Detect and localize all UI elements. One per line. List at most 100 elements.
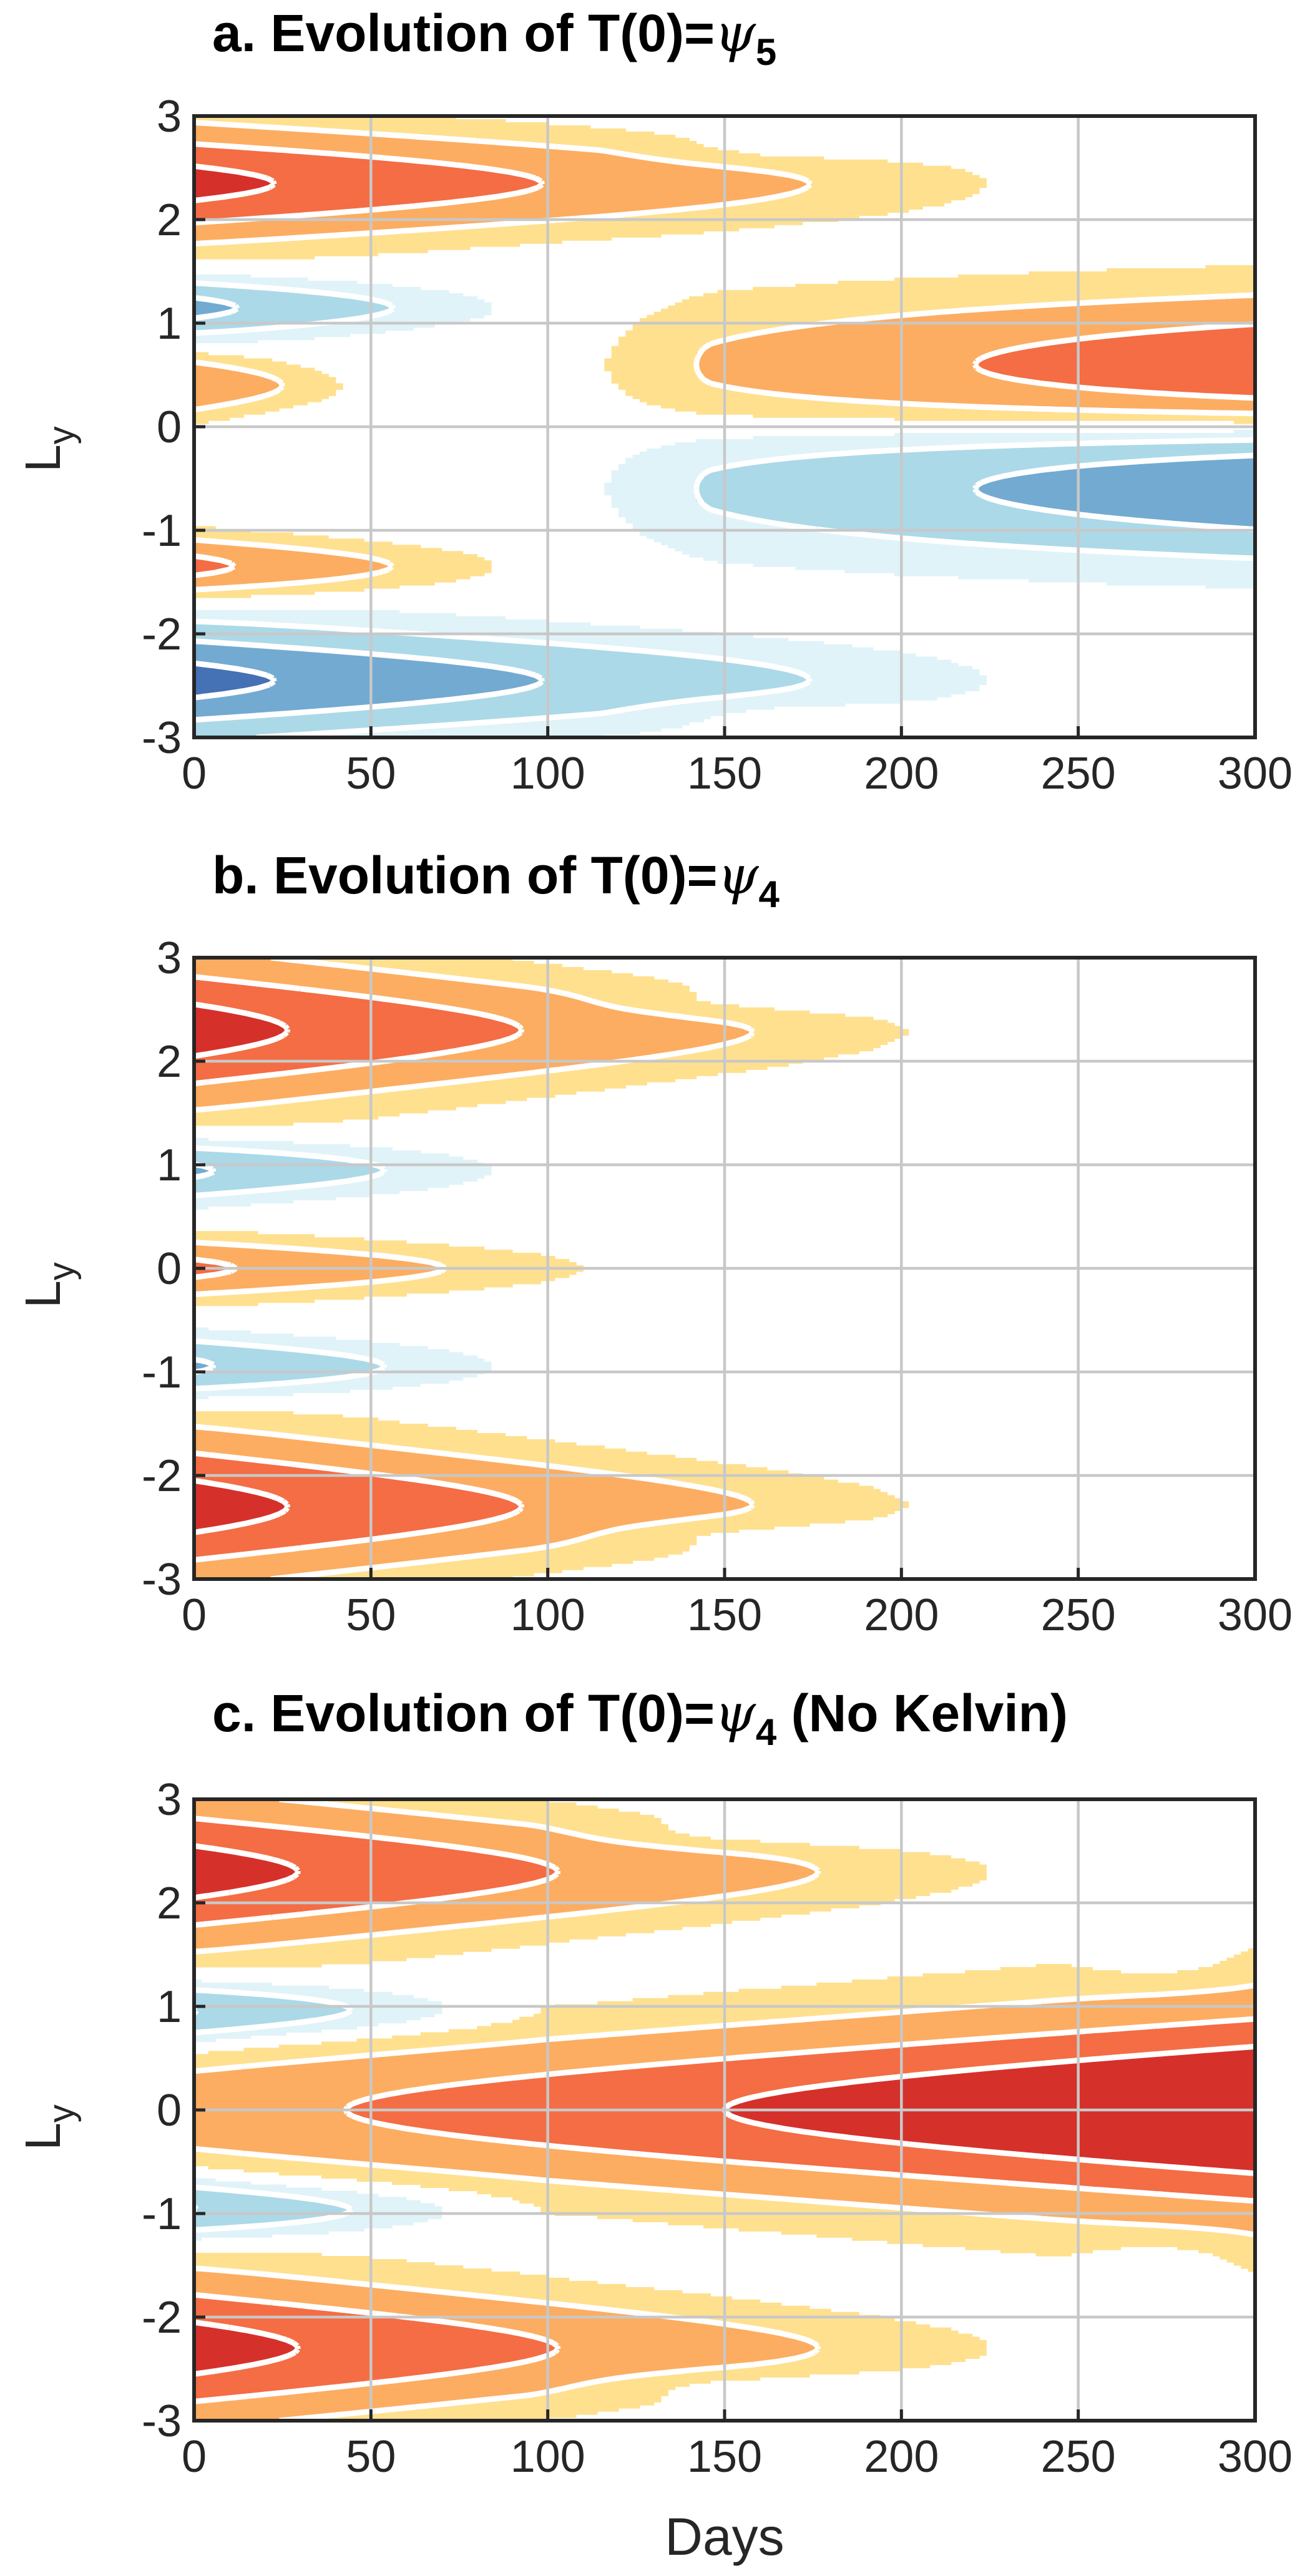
heatmap-cell xyxy=(703,504,1022,508)
heatmap-cell xyxy=(201,1529,435,1533)
heatmap-cell xyxy=(194,1197,336,1201)
heatmap-cell xyxy=(1248,1948,1256,1952)
heatmap-cell xyxy=(413,1532,598,1536)
heatmap-cell xyxy=(194,1085,414,1089)
heatmap-cell xyxy=(201,1259,421,1263)
heatmap-cell xyxy=(1022,346,1256,350)
heatmap-cell xyxy=(540,2010,902,2015)
heatmap-cell xyxy=(229,168,499,173)
heatmap-cell xyxy=(194,1457,252,1462)
heatmap-cell xyxy=(760,2162,1135,2167)
heatmap-cell xyxy=(194,1507,286,1512)
heatmap-cell xyxy=(194,638,499,642)
heatmap-cell xyxy=(194,532,294,536)
contour-line xyxy=(193,1815,1256,2404)
heatmap-cell xyxy=(731,1492,888,1496)
heatmap-cell xyxy=(647,448,902,452)
heatmap-cell xyxy=(194,2010,350,2015)
heatmap-cell xyxy=(194,1510,280,1515)
heatmap-cell xyxy=(1113,517,1256,520)
heatmap-cell xyxy=(774,2330,959,2335)
heatmap-cell xyxy=(194,200,456,204)
heatmap-cell xyxy=(286,1504,520,1509)
heatmap-cell xyxy=(194,1923,471,1927)
heatmap-cell xyxy=(194,1836,386,1840)
heatmap-cell xyxy=(194,383,280,387)
y-tick-label: 2 xyxy=(157,1037,182,1087)
heatmap-cell xyxy=(279,1510,520,1515)
heatmap-cell xyxy=(229,402,308,406)
heatmap-cell xyxy=(194,221,513,225)
heatmap-cell xyxy=(505,2396,662,2399)
heatmap-cell xyxy=(887,2240,1256,2244)
heatmap-cell xyxy=(250,2190,358,2195)
heatmap-cell xyxy=(243,2169,435,2173)
heatmap-cell xyxy=(428,725,683,729)
heatmap-cell xyxy=(194,681,273,685)
heatmap-cell xyxy=(194,2237,202,2241)
heatmap-cell xyxy=(194,1097,301,1101)
heatmap-cell xyxy=(406,1476,640,1480)
heatmap-cell xyxy=(349,1936,598,1940)
heatmap-cell xyxy=(222,2368,485,2371)
heatmap-cell xyxy=(696,485,980,490)
heatmap-cell xyxy=(696,488,980,493)
heatmap-cell xyxy=(696,364,980,368)
heatmap-cell xyxy=(413,1085,626,1089)
heatmap-cell xyxy=(194,538,364,542)
heatmap-cell xyxy=(611,473,704,477)
heatmap-cell xyxy=(696,1849,902,1853)
heatmap-cell xyxy=(194,1560,421,1564)
heatmap-cell xyxy=(194,1237,364,1241)
heatmap-cell xyxy=(222,1526,449,1530)
heatmap-cell xyxy=(399,2051,803,2054)
heatmap-cell xyxy=(194,1169,216,1173)
heatmap-cell xyxy=(611,501,704,505)
heatmap-cell xyxy=(194,2256,371,2260)
heatmap-cell xyxy=(194,2076,520,2079)
heatmap-cell xyxy=(547,2073,923,2076)
heatmap-cell xyxy=(668,1013,846,1018)
heatmap-cell xyxy=(788,1883,973,1887)
heatmap-cell xyxy=(194,1470,358,1474)
heatmap-cell xyxy=(640,1905,859,1908)
heatmap-cell xyxy=(356,2411,598,2415)
heatmap-cell xyxy=(356,2383,584,2387)
heatmap-cell xyxy=(583,1833,690,1837)
heatmap-cell xyxy=(725,2057,1100,2061)
heatmap-cell xyxy=(668,159,888,163)
contour-line xyxy=(193,660,277,701)
heatmap-cell xyxy=(328,2057,725,2061)
heatmap-cell xyxy=(731,336,1086,341)
heatmap-cell xyxy=(194,2032,286,2036)
heatmap-cell xyxy=(887,1976,1256,1980)
heatmap-cell xyxy=(385,1535,591,1539)
heatmap-cell xyxy=(194,2262,435,2266)
heatmap-cell xyxy=(371,314,485,319)
heatmap-cell xyxy=(1029,470,1256,474)
heatmap-cell xyxy=(576,2035,1008,2039)
heatmap-cell xyxy=(547,2340,810,2344)
heatmap-cell xyxy=(194,187,265,192)
heatmap-cell xyxy=(194,2386,329,2390)
heatmap-cell xyxy=(618,464,732,468)
heatmap-cell xyxy=(717,383,1058,387)
heatmap-cell xyxy=(795,2128,1256,2132)
heatmap-cell xyxy=(449,976,655,980)
heatmap-cell xyxy=(194,1380,301,1384)
heatmap-cell xyxy=(802,1861,980,1865)
heatmap-cell xyxy=(194,137,456,142)
heatmap-cell xyxy=(194,1396,209,1399)
heatmap-cell xyxy=(194,1302,258,1306)
heatmap-cell xyxy=(456,2371,668,2374)
heatmap-cell xyxy=(668,1520,846,1524)
heatmap-cell xyxy=(555,1827,668,1831)
heatmap-cell xyxy=(802,526,1228,530)
heatmap-cell xyxy=(441,2131,817,2136)
heatmap-cell xyxy=(449,1814,655,1819)
heatmap-cell xyxy=(201,1895,449,1899)
heatmap-cell xyxy=(477,1892,740,1896)
heatmap-cell xyxy=(286,1286,485,1291)
heatmap-cell xyxy=(194,2013,343,2018)
heatmap-cell xyxy=(194,2085,442,2089)
